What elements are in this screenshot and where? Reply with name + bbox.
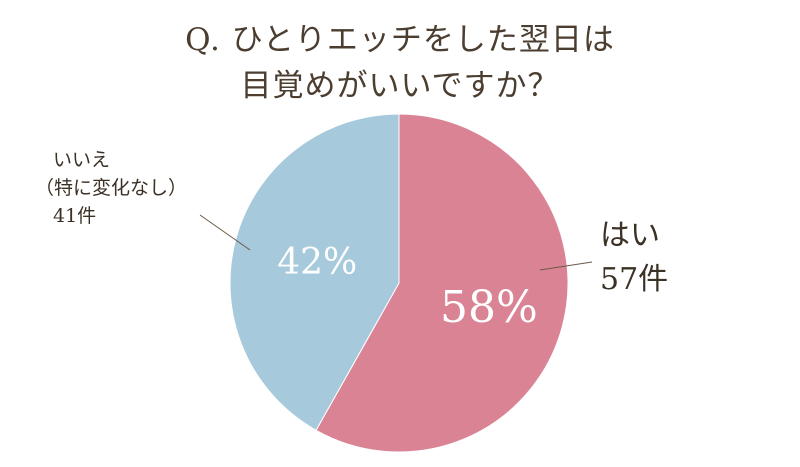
label-yes-line-1: はい — [600, 218, 660, 253]
label-no: いいえ （特に変化なし） 41件 — [35, 146, 187, 230]
label-no-line-3: 41件 — [53, 205, 97, 227]
pie-slice-0 — [315, 113, 569, 453]
label-no-line-2: （特に変化なし） — [35, 177, 188, 199]
chart-title-line-2: 目覚めがいいですか？ — [240, 68, 560, 104]
pie-slice-1-leader-line — [199, 214, 251, 251]
pie-slice-0-percent-label: 58% — [440, 282, 538, 333]
label-no-line-1: いいえ — [53, 149, 111, 171]
chart-title-line-1: Q. ひとりエッチをした翌日は — [185, 22, 615, 58]
pie-slice-1-percent-label: 42% — [277, 242, 357, 283]
pie-slice-0-leader-line — [539, 261, 593, 271]
label-yes: はい 57件 — [600, 214, 668, 302]
label-yes-line-2: 57件 — [600, 262, 669, 297]
